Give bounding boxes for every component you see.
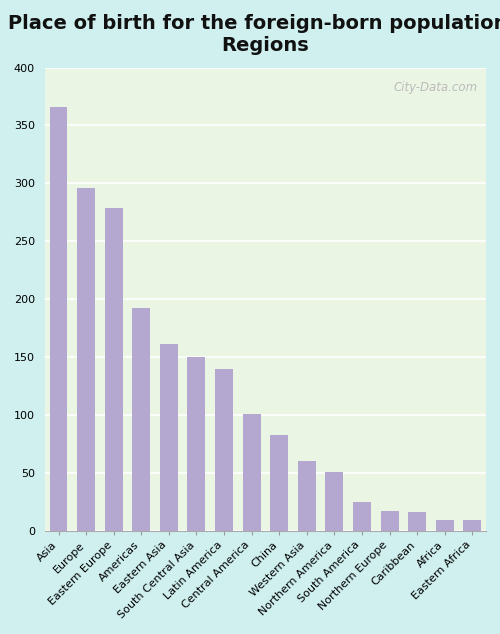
Bar [160,344,178,531]
Bar [50,107,68,531]
Title: Place of birth for the foreign-born population -
Regions: Place of birth for the foreign-born popu… [8,14,500,55]
Bar [104,208,122,531]
Bar [436,521,454,531]
Bar [242,414,260,531]
Text: City-Data.com: City-Data.com [393,81,477,94]
Bar [270,435,288,531]
Bar [298,462,316,531]
Bar [408,512,426,531]
Bar [77,188,95,531]
Bar [464,521,481,531]
Bar [132,308,150,531]
Bar [326,472,344,531]
Bar [215,368,233,531]
Bar [353,501,371,531]
Bar [380,511,398,531]
Bar [188,357,206,531]
